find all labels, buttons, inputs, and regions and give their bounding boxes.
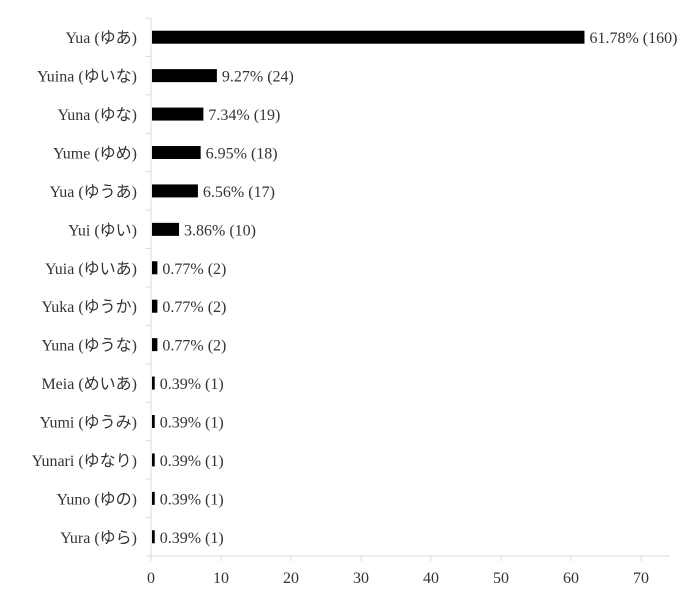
x-tick-label: 60 (563, 570, 579, 587)
x-tick-label: 50 (493, 570, 509, 587)
bar (152, 107, 204, 121)
category-label: Yui (ゆい) (68, 221, 137, 239)
bar (152, 184, 198, 198)
bar (152, 530, 155, 544)
bar (152, 299, 158, 313)
bar (152, 415, 155, 428)
data-label: 0.39% (1) (160, 491, 224, 508)
data-label: 61.78% (160) (589, 30, 677, 47)
data-label: 0.77% (2) (162, 261, 226, 278)
data-label: 9.27% (24) (222, 69, 294, 86)
bar (152, 491, 155, 505)
x-tick-label: 40 (423, 570, 439, 587)
data-label: 6.95% (18) (206, 146, 278, 163)
data-label: 3.86% (10) (184, 222, 256, 239)
data-label: 0.39% (1) (160, 376, 224, 393)
category-label: Meia (めいあ) (41, 375, 137, 393)
category-label: Yunari (ゆなり) (32, 452, 137, 470)
data-label: 0.39% (1) (160, 530, 224, 547)
x-tick-label: 30 (353, 570, 369, 587)
x-tick-label: 10 (213, 570, 229, 587)
bar (152, 338, 158, 352)
category-label: Yume (ゆめ) (53, 145, 137, 163)
category-label: Yumi (ゆうみ) (40, 414, 137, 432)
bar (152, 453, 155, 467)
category-label: Yuna (ゆな) (57, 106, 137, 124)
bar (152, 30, 585, 44)
x-tick-label: 70 (633, 570, 649, 587)
category-label: Yuka (ゆうか) (41, 298, 137, 316)
data-label: 0.39% (1) (160, 453, 224, 470)
data-label: 0.77% (2) (162, 299, 226, 316)
category-label: Yua (ゆあ) (65, 29, 137, 47)
bar (152, 376, 155, 390)
bar (152, 69, 217, 83)
category-label: Yuna (ゆうな) (41, 337, 137, 355)
bar (152, 261, 158, 275)
category-label: Yuia (ゆいあ) (45, 260, 137, 278)
bar (152, 146, 201, 159)
category-label: Yuina (ゆいな) (37, 68, 137, 86)
data-label: 0.39% (1) (160, 415, 224, 432)
category-label: Yuno (ゆの) (57, 490, 137, 508)
category-label: Yua (ゆうあ) (49, 183, 137, 201)
data-label: 0.77% (2) (162, 338, 226, 355)
data-label: 7.34% (19) (208, 107, 280, 124)
bar (152, 222, 180, 236)
category-label: Yura (ゆら) (60, 529, 137, 547)
data-label: 6.56% (17) (203, 184, 275, 201)
x-tick-label: 20 (283, 570, 299, 587)
x-tick-label: 0 (147, 570, 155, 587)
